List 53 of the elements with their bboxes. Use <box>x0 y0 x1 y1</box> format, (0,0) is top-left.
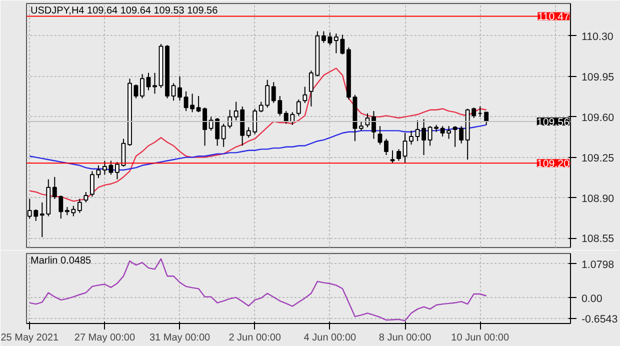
x-tick-label: 31 May 00:00 <box>149 332 211 344</box>
x-tick-label: 4 Jun 00:00 <box>304 332 357 344</box>
candlestick <box>228 109 232 129</box>
candlestick <box>134 84 138 99</box>
x-tick-label: 2 Jun 00:00 <box>228 332 282 344</box>
x-tick-label: 10 Jun 00:00 <box>451 332 510 344</box>
ref-line-label: 109.56 <box>536 116 570 128</box>
candlestick <box>84 191 88 203</box>
line-series <box>29 258 487 322</box>
candlestick <box>40 202 44 238</box>
y-tick-label: -0.6543 <box>582 313 618 326</box>
candlestick <box>278 96 282 116</box>
candlestick <box>296 98 301 116</box>
candlestick <box>378 126 382 146</box>
candlestick <box>140 74 144 99</box>
candlestick <box>415 120 420 142</box>
candlestick <box>152 72 157 94</box>
candlestick <box>221 123 226 148</box>
candlestick <box>271 82 276 104</box>
y-tick-label: 109.25 <box>582 152 614 164</box>
candlestick <box>146 72 151 91</box>
candlestick <box>409 130 414 146</box>
candlestick <box>178 76 182 102</box>
ref-line-label: 109.20 <box>536 158 570 170</box>
x-tick-label: 27 May 00:00 <box>74 332 136 344</box>
x-tick-label: 8 Jun 00:00 <box>378 332 432 344</box>
y-tick-label: 0.00 <box>582 292 602 305</box>
x-tick-label: 25 May 2021 <box>0 332 59 344</box>
candlestick <box>52 176 57 200</box>
candlestick <box>359 120 364 132</box>
y-tick-label: 109.95 <box>582 71 614 84</box>
chart-title: Marlin 0.0485 <box>30 256 92 266</box>
candlestick <box>115 161 120 180</box>
candlestick <box>402 132 408 164</box>
candlestick <box>58 194 64 220</box>
candlestick <box>396 148 401 162</box>
y-tick-label: 110.30 <box>582 30 614 43</box>
candlestick <box>96 164 101 179</box>
ref-line-label: 110.47 <box>538 11 570 24</box>
candlestick <box>302 86 308 104</box>
y-tick-label: 109.60 <box>582 112 614 124</box>
chart-title: USDJPY,H4 109.64 109.64 109.53 109.56 <box>30 6 218 16</box>
candlestick <box>77 198 82 214</box>
y-tick-label: 108.55 <box>582 233 614 246</box>
candlestick <box>422 118 426 156</box>
y-tick-label: 108.90 <box>582 192 614 205</box>
candlestick <box>484 112 489 126</box>
candlestick <box>384 138 388 156</box>
candlestick <box>90 170 94 198</box>
candlestick <box>390 150 395 164</box>
candlestick <box>171 82 176 102</box>
y-tick-label: 1.0798 <box>582 258 614 271</box>
candlestick <box>372 110 376 140</box>
